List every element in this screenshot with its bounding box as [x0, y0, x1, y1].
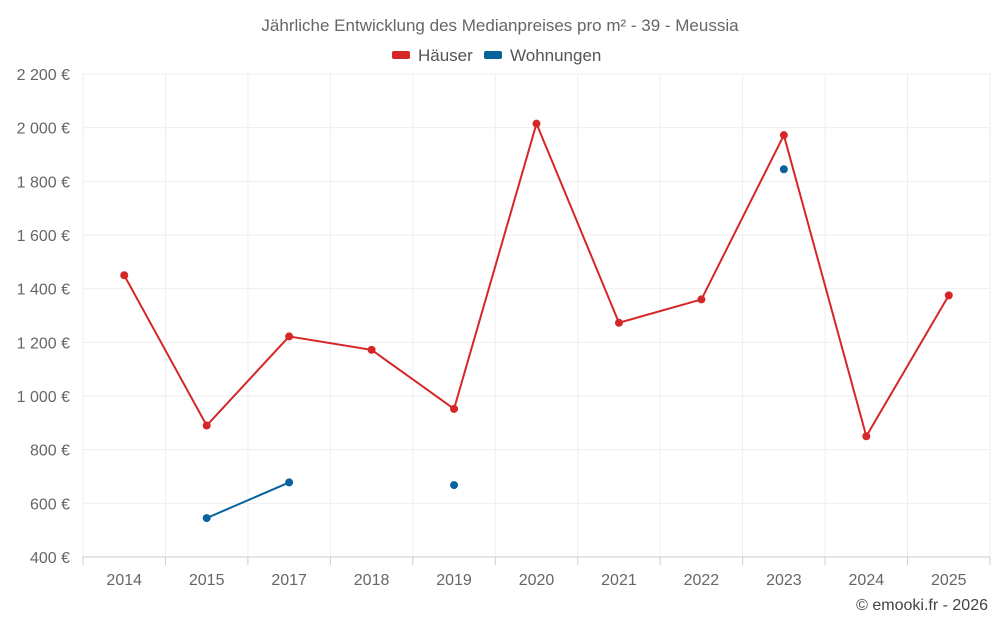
credit-text: © emooki.fr - 2026 — [856, 597, 988, 614]
data-point[interactable] — [614, 318, 623, 327]
data-point[interactable] — [285, 478, 294, 487]
data-point[interactable] — [202, 514, 211, 523]
data-point[interactable] — [779, 131, 788, 140]
x-tick-label: 2022 — [684, 572, 720, 589]
y-tick-label: 2 000 € — [17, 121, 70, 138]
x-tick-label: 2017 — [271, 572, 307, 589]
x-tick-label: 2015 — [189, 572, 225, 589]
x-tick-label: 2014 — [106, 572, 142, 589]
x-tick-label: 2018 — [354, 572, 390, 589]
x-axis: 2014 2015 2017 2018 2019 2020 2021 2022 2023 2024… — [82, 556, 991, 589]
data-point[interactable] — [862, 432, 871, 441]
x-tick-label: 2023 — [766, 572, 802, 589]
data-point[interactable] — [285, 332, 294, 341]
series-haeuser — [120, 119, 953, 441]
x-tick-label: 2024 — [849, 572, 885, 589]
data-point[interactable] — [450, 481, 459, 490]
y-tick-label: 1 400 € — [17, 282, 70, 299]
legend: Häuser Wohnungen — [392, 46, 601, 65]
data-point[interactable] — [779, 165, 788, 174]
y-tick-label: 2 200 € — [17, 67, 70, 84]
y-axis: 400 € 600 € 800 € 1 000 € 1 200 € 1 400 € 1 60… — [17, 67, 70, 567]
legend-swatch-wohnungen — [484, 51, 502, 59]
y-tick-label: 1 800 € — [17, 174, 70, 191]
x-tick-label: 2021 — [601, 572, 637, 589]
data-point[interactable] — [120, 271, 129, 280]
grid — [82, 73, 991, 557]
x-tick-label: 2025 — [931, 572, 967, 589]
data-point[interactable] — [944, 291, 953, 300]
data-point[interactable] — [367, 345, 376, 354]
series-wohnungen — [202, 165, 788, 523]
y-tick-label: 1 200 € — [17, 335, 70, 352]
legend-label-wohnungen[interactable]: Wohnungen — [510, 46, 601, 65]
y-tick-label: 400 € — [30, 550, 70, 567]
legend-label-haeuser[interactable]: Häuser — [418, 46, 473, 65]
series-line — [206, 481, 290, 520]
chart-title: Jährliche Entwicklung des Medianpreises … — [261, 16, 739, 35]
data-point[interactable] — [697, 295, 706, 304]
plot-area — [120, 119, 953, 523]
y-tick-label: 800 € — [30, 443, 70, 460]
legend-swatch-haeuser — [392, 51, 410, 59]
data-point[interactable] — [450, 404, 459, 413]
data-point[interactable] — [202, 421, 211, 430]
y-tick-label: 1 000 € — [17, 389, 70, 406]
x-tick-label: 2019 — [436, 572, 472, 589]
data-point[interactable] — [532, 119, 541, 128]
y-tick-label: 600 € — [30, 496, 70, 513]
x-tick-label: 2020 — [519, 572, 555, 589]
y-tick-label: 1 600 € — [17, 228, 70, 245]
